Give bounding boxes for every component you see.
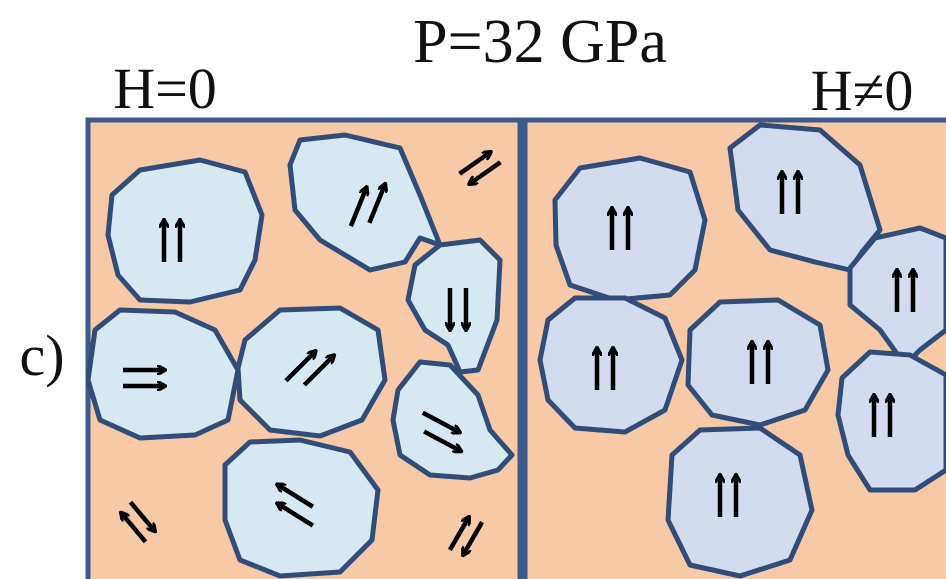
diagram: P=32 GPa H=0 H≠0 c) bbox=[0, 0, 946, 579]
panel-label: H≠0 bbox=[811, 58, 914, 123]
grain bbox=[225, 440, 378, 576]
grain bbox=[108, 160, 262, 302]
title: P=32 GPa bbox=[413, 8, 667, 76]
grain bbox=[88, 310, 238, 438]
panel-label: H=0 bbox=[113, 56, 217, 121]
figure-label: c) bbox=[19, 323, 64, 388]
grain bbox=[668, 428, 812, 576]
grain bbox=[238, 308, 385, 436]
grain bbox=[688, 300, 828, 425]
